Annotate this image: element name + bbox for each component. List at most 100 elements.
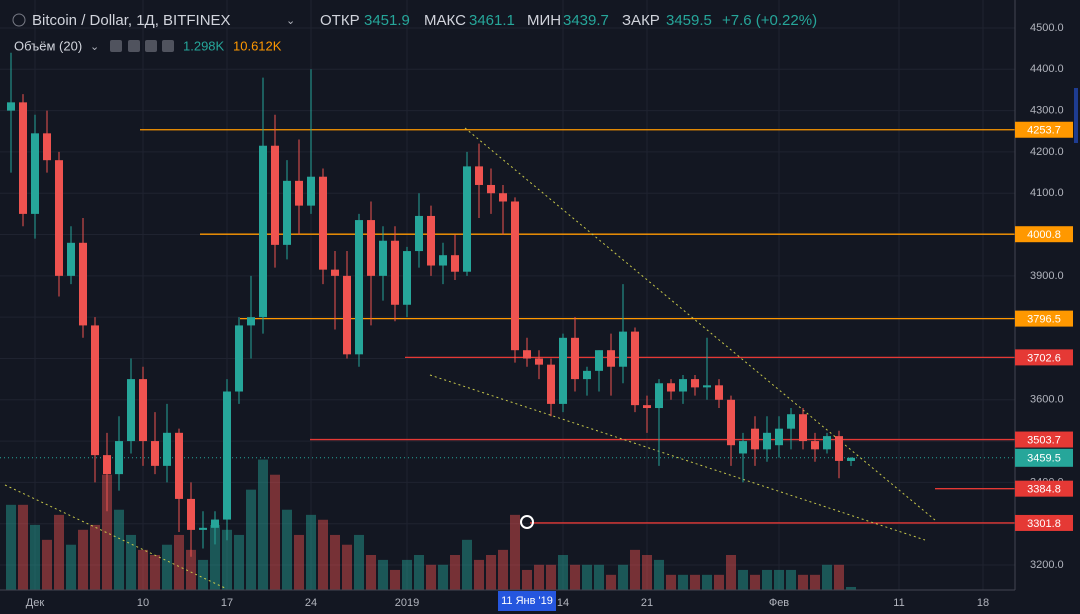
candle-body xyxy=(631,331,639,406)
symbol-icon xyxy=(12,13,26,27)
candle-body xyxy=(67,242,75,276)
candle-body xyxy=(775,428,783,446)
volume-bar xyxy=(678,574,688,590)
level-tag-label: 3384.8 xyxy=(1027,484,1061,496)
level-tag xyxy=(1015,226,1073,243)
y-tick-label: 4100.0 xyxy=(1030,187,1064,199)
candle-body xyxy=(763,432,771,450)
candle-body xyxy=(727,399,735,446)
dropdown-arrow[interactable]: ⌄ xyxy=(90,41,99,53)
volume-bar xyxy=(102,474,112,590)
candle-body xyxy=(739,441,747,454)
volume-bar xyxy=(174,534,184,590)
cursor xyxy=(520,515,534,529)
volume-bar xyxy=(510,514,520,590)
x-tick-label: Фев xyxy=(769,597,789,609)
current-price-tag xyxy=(1015,448,1073,467)
candle-body xyxy=(643,405,651,409)
candle-body xyxy=(163,432,171,466)
volume-bar xyxy=(162,544,172,590)
volume-bar xyxy=(498,549,508,590)
volume-bar xyxy=(774,569,784,590)
level-tag xyxy=(1015,121,1073,138)
close-value: 3459.5 xyxy=(666,12,712,29)
candle-body xyxy=(847,457,855,461)
x-tick-label: 24 xyxy=(305,597,317,609)
level-tag-label: 3796.5 xyxy=(1027,314,1061,326)
volume-average: 10.612K xyxy=(233,38,282,53)
open-label: ОТКР xyxy=(320,12,360,29)
levels-layer xyxy=(0,129,1015,524)
volume-bar xyxy=(438,564,448,590)
add-button[interactable] xyxy=(145,40,157,52)
low-value: 3439.7 xyxy=(563,12,609,29)
x-tick-label: Дек xyxy=(26,597,45,609)
volume-bar xyxy=(546,564,556,590)
dropdown-arrow[interactable]: ⌄ xyxy=(286,15,295,27)
volume-bar xyxy=(846,586,856,590)
candle-body xyxy=(211,519,219,528)
trend-line xyxy=(464,127,936,521)
volume-bar xyxy=(270,474,280,590)
y-tick-label: 4300.0 xyxy=(1030,105,1064,117)
volume-bar xyxy=(582,564,592,590)
eye-button[interactable] xyxy=(110,40,122,52)
candle-body xyxy=(451,255,459,272)
candle-body xyxy=(715,385,723,400)
candle-body xyxy=(271,145,279,245)
volume-bar xyxy=(330,534,340,590)
volume-bar xyxy=(210,524,220,590)
candle-body xyxy=(679,379,687,392)
x-tick-label: 18 xyxy=(977,597,989,609)
candle-body xyxy=(367,220,375,276)
remove-button[interactable] xyxy=(162,40,174,52)
candle-body xyxy=(127,379,135,442)
candle-body xyxy=(691,379,699,388)
candle-body xyxy=(307,176,315,206)
candle-body xyxy=(571,337,579,380)
volume-bar xyxy=(366,555,376,590)
crosshair-label: 11 Янв '19 xyxy=(501,595,553,607)
candle-body xyxy=(547,364,555,404)
volume-bar xyxy=(522,569,532,590)
volume-bar xyxy=(726,555,736,590)
candle-body xyxy=(379,240,387,276)
volume-bar xyxy=(282,509,292,590)
candle-body xyxy=(595,350,603,371)
candle-body xyxy=(319,176,327,270)
x-tick-label: 2019 xyxy=(395,597,419,609)
volume-bar xyxy=(234,534,244,590)
low-label: МИН xyxy=(527,12,561,29)
x-tick-label: 17 xyxy=(221,597,233,609)
volume-bar xyxy=(90,524,100,590)
volume-bar xyxy=(762,569,772,590)
candle-body xyxy=(331,269,339,276)
volume-bar xyxy=(318,519,328,590)
x-tick-label: 11 xyxy=(893,597,904,609)
volume-bar xyxy=(630,549,640,590)
volume-bar xyxy=(114,509,124,590)
level-tag-label: 3702.6 xyxy=(1027,352,1061,364)
volume-bar xyxy=(606,574,616,590)
candle-body xyxy=(619,331,627,367)
volume-bar xyxy=(558,555,568,590)
change-value: +7.6 (+0.22%) xyxy=(722,12,817,29)
volume-bar xyxy=(198,559,208,590)
current-price-label: 3459.5 xyxy=(1027,453,1061,465)
settings-button[interactable] xyxy=(128,40,140,52)
volume-bar xyxy=(414,555,424,590)
candle-body xyxy=(7,102,15,111)
volume-bar xyxy=(150,555,160,590)
candle-body xyxy=(607,350,615,367)
volume-bar xyxy=(186,549,196,590)
candle-body xyxy=(283,180,291,245)
y-tick-label: 4200.0 xyxy=(1030,146,1064,158)
level-tag xyxy=(1015,480,1073,497)
volume-bar xyxy=(738,569,748,590)
candle-body xyxy=(103,455,111,475)
x-tick-label: 10 xyxy=(137,597,149,609)
volume-layer xyxy=(6,459,856,590)
volume-bar xyxy=(258,459,268,590)
scroll-handle[interactable] xyxy=(1074,88,1078,143)
volume-bar xyxy=(354,534,364,590)
